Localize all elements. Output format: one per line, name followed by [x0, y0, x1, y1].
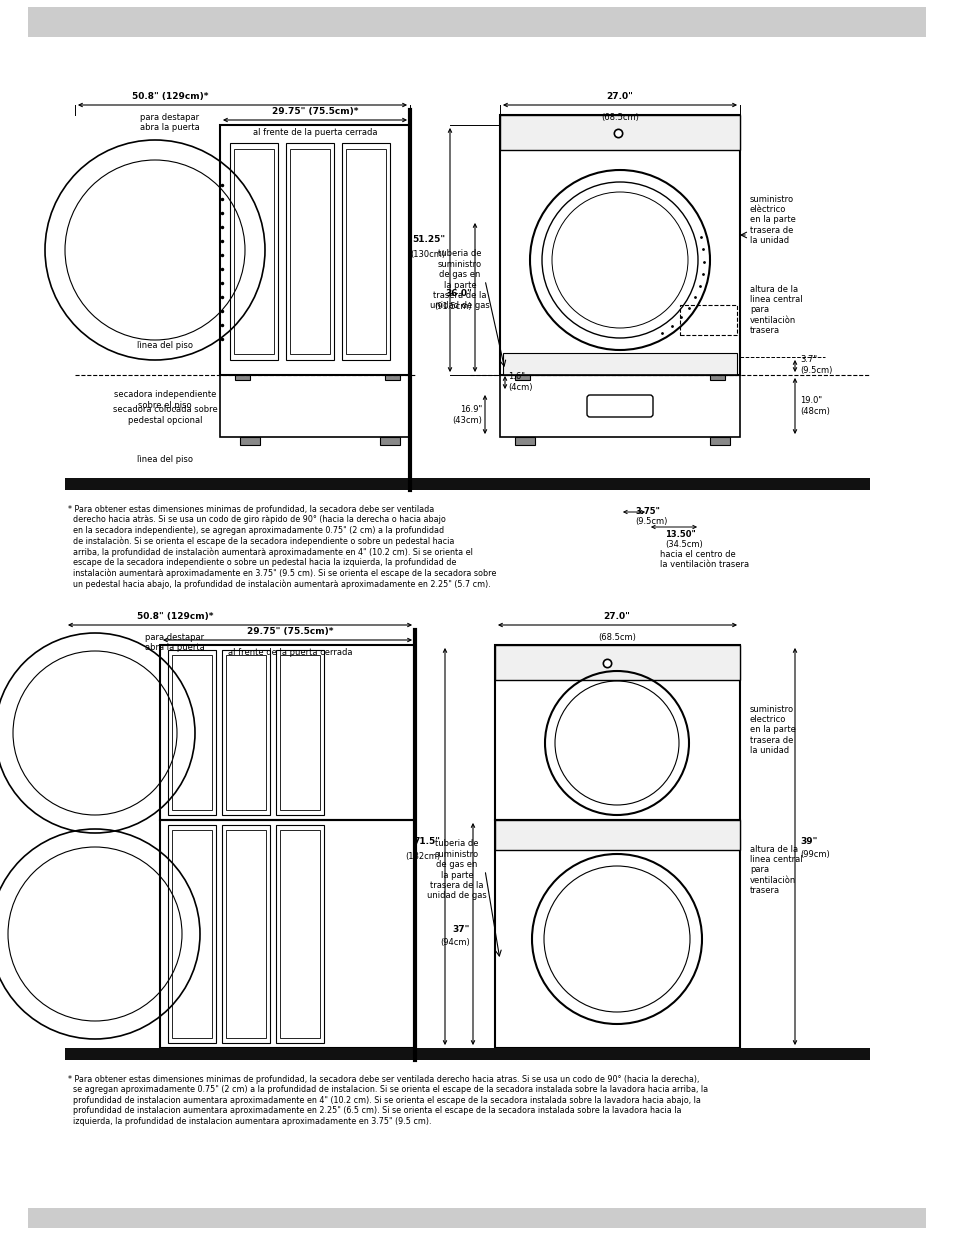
Text: 37": 37"	[452, 925, 470, 934]
Text: tuberia de
suministro
de gas en
la parte
trasera de la
unidad de gas: tuberia de suministro de gas en la parte…	[427, 840, 486, 900]
Bar	[275, 825, 324, 1044]
Bar	[168, 825, 215, 1044]
Bar	[234, 375, 250, 380]
Text: para destapar: para destapar	[140, 112, 199, 122]
Text: (130cm): (130cm)	[410, 251, 444, 259]
Bar	[495, 820, 740, 850]
Text: 16.9"
(43cm): 16.9" (43cm)	[452, 405, 481, 425]
Bar	[28, 1208, 925, 1228]
Text: suministro
electrico
en la parte
trasera de
la unidad: suministro electrico en la parte trasera…	[749, 705, 795, 756]
Text: lìnea del piso: lìnea del piso	[137, 456, 193, 464]
Text: 13.50": 13.50"	[664, 530, 695, 538]
Text: abra la puerta: abra la puerta	[145, 643, 205, 652]
Text: 19.0"
(48cm): 19.0" (48cm)	[800, 396, 829, 416]
Text: (99cm): (99cm)	[800, 851, 829, 860]
Bar	[379, 437, 399, 445]
Text: tuberia de
suministro
de gas en
la parte
trasera de la
unidad de gas: tuberia de suministro de gas en la parte…	[430, 249, 489, 310]
Bar	[222, 825, 270, 1044]
Bar	[65, 478, 869, 490]
Bar	[709, 437, 729, 445]
Bar	[160, 645, 415, 820]
Text: 29.75" (75.5cm)*: 29.75" (75.5cm)*	[272, 107, 358, 116]
Text: 27.0": 27.0"	[606, 91, 633, 101]
Text: al frente de la puerta cerrada: al frente de la puerta cerrada	[253, 128, 376, 137]
Bar	[28, 7, 925, 37]
Text: 36.0": 36.0"	[445, 289, 472, 298]
Text: 29.75" (75.5cm)*: 29.75" (75.5cm)*	[247, 627, 333, 636]
Text: 3.7"
(9.5cm): 3.7" (9.5cm)	[800, 356, 832, 374]
Text: altura de la
linea central
para
ventilaciòn
trasera: altura de la linea central para ventilac…	[749, 285, 801, 335]
Bar	[341, 143, 390, 359]
Bar	[280, 655, 319, 810]
Bar	[172, 655, 212, 810]
Bar	[65, 1049, 869, 1060]
Text: hacia el centro de: hacia el centro de	[659, 550, 735, 559]
Bar	[499, 375, 740, 437]
Bar	[346, 149, 386, 354]
Text: abra la puerta: abra la puerta	[140, 124, 200, 132]
Text: secadora colocada sobre
pedestal opcional: secadora colocada sobre pedestal opciona…	[112, 405, 217, 425]
Bar	[275, 650, 324, 815]
Bar	[495, 820, 740, 1049]
Text: lìnea del piso: lìnea del piso	[137, 341, 193, 350]
Text: (9.5cm): (9.5cm)	[635, 517, 667, 526]
Text: (94cm): (94cm)	[439, 937, 470, 946]
Text: 3.75": 3.75"	[635, 508, 659, 516]
Text: (34.5cm): (34.5cm)	[664, 540, 702, 550]
Text: la ventilaciòn trasera: la ventilaciòn trasera	[659, 559, 748, 569]
Bar	[679, 305, 737, 335]
Text: 1.6"
(4cm): 1.6" (4cm)	[507, 372, 532, 391]
Bar	[515, 437, 535, 445]
Text: 50.8" (129cm)*: 50.8" (129cm)*	[132, 91, 208, 101]
Bar	[220, 375, 410, 437]
FancyBboxPatch shape	[586, 395, 652, 417]
Bar	[499, 115, 740, 375]
Bar	[222, 650, 270, 815]
Bar	[172, 830, 212, 1037]
Bar	[502, 353, 737, 375]
Bar	[174, 1049, 190, 1056]
Text: 51.25": 51.25"	[412, 236, 444, 245]
Bar	[280, 830, 319, 1037]
Bar	[220, 125, 410, 375]
Text: * Para obtener estas dimensiones minimas de profundidad, la secadora debe ser ve: * Para obtener estas dimensiones minimas…	[68, 1074, 707, 1125]
Bar	[515, 375, 530, 380]
Bar	[385, 375, 399, 380]
Text: altura de la
linea central
para
ventilaciòn
trasera: altura de la linea central para ventilac…	[749, 845, 801, 895]
Text: suministro
elèctrico
en la parte
trasera de
la unidad: suministro elèctrico en la parte trasera…	[749, 195, 795, 246]
Bar	[495, 645, 740, 680]
Bar	[226, 655, 266, 810]
Bar	[233, 149, 274, 354]
Text: secadora independiente
sobre el piso: secadora independiente sobre el piso	[113, 390, 216, 410]
Bar	[711, 1049, 726, 1056]
Text: 39": 39"	[800, 837, 817, 846]
Bar	[709, 375, 724, 380]
Text: (91.5cm): (91.5cm)	[434, 301, 472, 310]
Bar	[290, 149, 330, 354]
Text: al frente de la puerta cerrada: al frente de la puerta cerrada	[228, 648, 352, 657]
Bar	[230, 143, 277, 359]
Bar	[499, 115, 740, 149]
Text: (68.5cm): (68.5cm)	[598, 634, 636, 642]
Text: para destapar: para destapar	[145, 634, 204, 642]
Bar	[387, 1049, 401, 1056]
Bar	[168, 650, 215, 815]
Text: (68.5cm): (68.5cm)	[600, 112, 639, 122]
Bar	[240, 437, 260, 445]
Bar	[226, 830, 266, 1037]
Text: 71.5": 71.5"	[413, 837, 439, 846]
Bar	[495, 645, 740, 820]
Text: 27.0": 27.0"	[603, 613, 630, 621]
Bar	[286, 143, 334, 359]
Bar	[160, 820, 415, 1049]
Bar	[510, 1049, 524, 1056]
Text: * Para obtener estas dimensiones minimas de profundidad, la secadora debe ser ve: * Para obtener estas dimensiones minimas…	[68, 505, 496, 589]
Text: 50.8" (129cm)*: 50.8" (129cm)*	[136, 613, 213, 621]
Text: (182cm): (182cm)	[404, 852, 439, 862]
